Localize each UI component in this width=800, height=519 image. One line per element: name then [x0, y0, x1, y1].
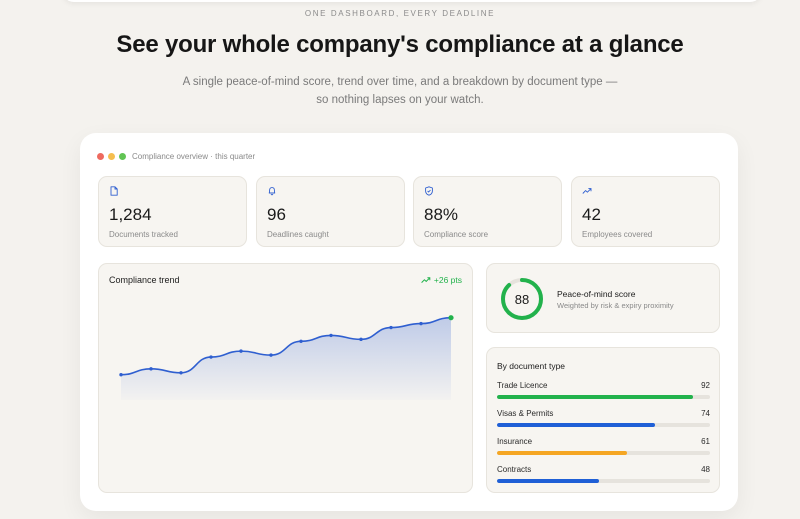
trend-point[interactable]	[448, 315, 454, 321]
document-icon	[110, 186, 118, 196]
hero-eyebrow: ONE DASHBOARD, EVERY DEADLINE	[304, 9, 496, 18]
trend-delta: +26 pts	[421, 275, 462, 285]
stat-value: 1,284	[109, 205, 152, 224]
type-value: 74	[701, 409, 710, 418]
trend-chart	[119, 315, 454, 400]
stat-card-compliance[interactable]: 88% Compliance score	[413, 176, 562, 247]
type-name: Insurance	[497, 437, 533, 446]
trend-point[interactable]	[269, 353, 273, 357]
stat-label: Documents tracked	[109, 230, 178, 239]
type-value: 61	[701, 437, 710, 446]
type-name: Contracts	[497, 465, 532, 474]
score-subtitle: Weighted by risk & expiry proximity	[557, 301, 674, 310]
stat-value: 42	[582, 205, 601, 224]
type-bar-track	[497, 479, 710, 483]
type-bar-fill	[497, 451, 627, 455]
type-bar-fill	[497, 423, 655, 427]
type-bar-track	[497, 423, 710, 427]
stat-card-employees[interactable]: 42 Employees covered	[571, 176, 720, 247]
types-title: By document type	[497, 361, 566, 371]
score-title: Peace-of-mind score	[557, 289, 636, 299]
type-row-visas-permits: Visas & Permits 74	[497, 409, 710, 431]
trend-point[interactable]	[119, 373, 123, 377]
trend-up-icon	[582, 188, 592, 194]
maximize-dot[interactable]	[119, 153, 126, 160]
score-value: 88	[514, 291, 530, 307]
trend-point[interactable]	[359, 337, 363, 342]
type-bar-fill	[497, 395, 693, 399]
minimize-dot[interactable]	[108, 153, 115, 160]
trend-area	[121, 317, 451, 400]
dashboard-window: Compliance overview · this quarter 1,284…	[80, 133, 738, 511]
stat-value: 96	[267, 205, 286, 224]
trend-point[interactable]	[179, 371, 183, 375]
trend-point[interactable]	[209, 355, 213, 359]
type-value: 92	[701, 381, 710, 390]
bell-icon	[268, 187, 276, 196]
document-type-panel: By document type Trade Licence 92 Visas …	[486, 347, 720, 493]
trend-point[interactable]	[149, 367, 153, 371]
trend-delta-value: +26 pts	[433, 275, 462, 285]
window-title: Compliance overview · this quarter	[132, 152, 256, 161]
type-row-trade-licence: Trade Licence 92	[497, 381, 710, 403]
window-controls	[97, 153, 126, 160]
type-bar-fill	[497, 479, 600, 483]
hero-subline: A single peace-of-mind score, trend over…	[182, 76, 618, 106]
compliance-trend-panel: Compliance trend +26 pts	[98, 263, 473, 493]
shield-icon	[425, 186, 433, 196]
type-row-contracts: Contracts 48	[497, 465, 710, 487]
stat-card-documents[interactable]: 1,284 Documents tracked	[98, 176, 247, 247]
trend-up-icon	[421, 277, 431, 283]
type-value: 48	[701, 465, 710, 474]
trend-point[interactable]	[419, 321, 423, 326]
trend-point[interactable]	[239, 349, 243, 353]
type-name: Trade Licence	[497, 381, 548, 390]
top-nav-bar	[62, 0, 762, 2]
stat-label: Employees covered	[582, 230, 653, 239]
trend-point[interactable]	[329, 333, 333, 338]
trend-line	[120, 316, 452, 376]
trend-point[interactable]	[299, 339, 303, 343]
score-ring	[501, 278, 543, 320]
trend-point[interactable]	[389, 325, 393, 330]
close-dot[interactable]	[97, 153, 104, 160]
type-name: Visas & Permits	[497, 409, 554, 418]
stat-label: Deadlines caught	[267, 230, 329, 239]
stat-value: 88%	[424, 205, 459, 224]
type-row-insurance: Insurance 61	[497, 437, 710, 459]
stat-card-deadlines[interactable]: 96 Deadlines caught	[256, 176, 405, 247]
peace-of-mind-panel: 88 Peace-of-mind score Weighted by risk …	[486, 263, 720, 333]
type-bar-track	[497, 451, 710, 455]
type-bar-track	[497, 395, 710, 399]
hero-headline: See your whole company's compliance at a…	[116, 31, 684, 58]
trend-title: Compliance trend	[109, 275, 180, 285]
stat-label: Compliance score	[424, 230, 489, 239]
